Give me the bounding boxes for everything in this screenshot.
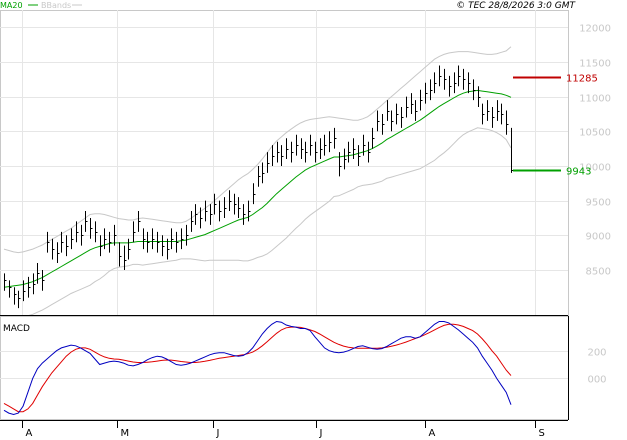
macd-tick-label: 000 bbox=[587, 375, 606, 386]
ma20-line bbox=[3, 89, 512, 288]
price-tick-label: 12000 bbox=[579, 24, 611, 35]
legend-ma-label: MA20 bbox=[0, 1, 23, 10]
x-tick-label: M bbox=[121, 428, 130, 439]
price-panel-frame bbox=[0, 10, 569, 316]
price-tick-label: 9500 bbox=[586, 198, 611, 209]
macd-tick-label: 200 bbox=[587, 348, 606, 359]
macd-y-axis: 200 000 bbox=[587, 348, 606, 386]
x-tick-label: J bbox=[216, 428, 220, 439]
macd-signal-line bbox=[3, 323, 512, 413]
macd-line bbox=[3, 320, 512, 416]
price-tick-label: 9000 bbox=[586, 232, 611, 243]
macd-panel-frame bbox=[0, 316, 569, 420]
price-tick-label: 10000 bbox=[579, 163, 611, 174]
level-label: 9943 bbox=[566, 167, 591, 178]
price-bars bbox=[4, 65, 514, 309]
price-tick-label: 10500 bbox=[579, 128, 611, 139]
bbands-lower-line bbox=[3, 127, 512, 326]
x-tick-label: J bbox=[319, 428, 323, 439]
price-levels: 11285 9943 bbox=[513, 74, 598, 178]
x-tick-label: A bbox=[429, 428, 436, 439]
bbands-upper-line bbox=[3, 46, 512, 254]
x-tick-label: A bbox=[26, 428, 33, 439]
x-tick-label: S bbox=[539, 428, 545, 439]
price-tick-label: 11000 bbox=[579, 94, 611, 105]
legend-bb-label: BBands bbox=[41, 1, 71, 10]
macd-lines bbox=[3, 320, 512, 416]
bollinger-bands bbox=[3, 46, 512, 326]
price-tick-label: 8500 bbox=[586, 267, 611, 278]
copyright-text: © TEC 28/8/2026 3:0 GMT bbox=[456, 1, 576, 11]
price-tick-label: 11500 bbox=[579, 59, 611, 70]
level-label: 11285 bbox=[566, 74, 598, 85]
macd-title: MACD bbox=[3, 324, 30, 334]
price-y-axis: 12000 11500 11000 10500 10000 9500 9000 8500 bbox=[579, 24, 611, 278]
ma20-polyline bbox=[3, 89, 512, 288]
